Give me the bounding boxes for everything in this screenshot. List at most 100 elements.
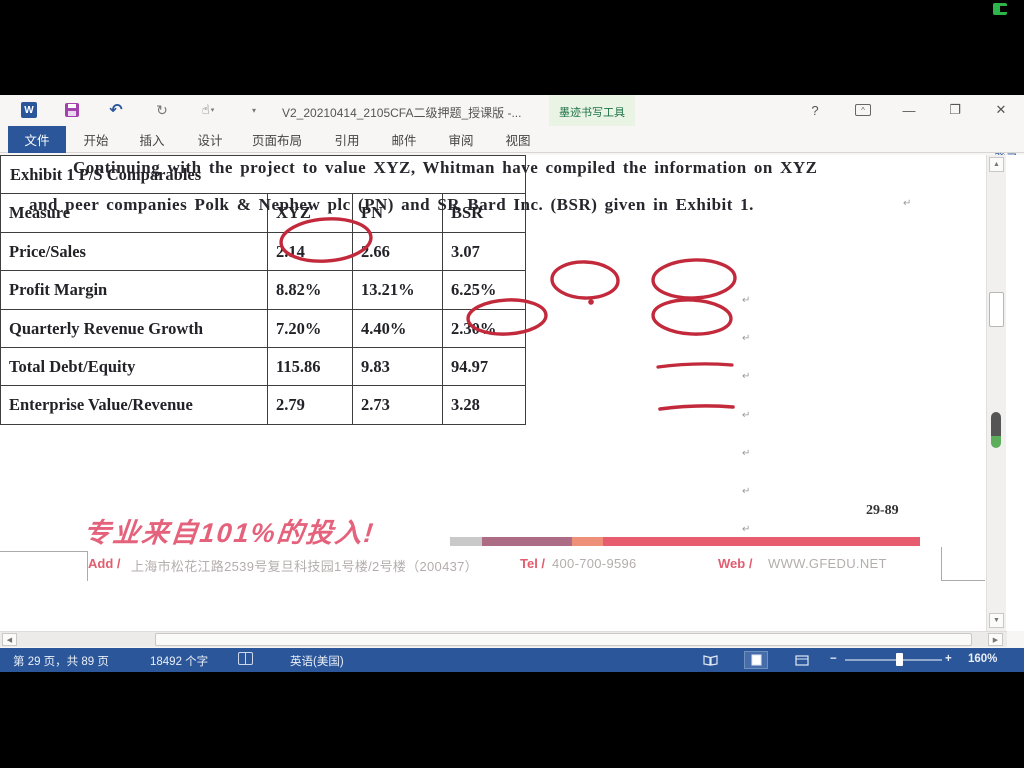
dropdown-icon: ▾ (210, 107, 215, 114)
row-end-mark: ↵ (742, 524, 751, 535)
table-cell[interactable]: 2.79 (268, 386, 353, 424)
table-cell[interactable]: 9.83 (353, 348, 443, 386)
redo-button[interactable]: ↻ (150, 99, 174, 121)
touch-ink-icon: ☝ (201, 102, 210, 117)
tab-home[interactable]: 开始 (83, 133, 109, 148)
exhibit-table: Exhibit 1 P/S Comparables Measure XYZ PN… (0, 155, 526, 425)
save-button[interactable] (60, 99, 84, 121)
row-end-mark: ↵ (742, 486, 751, 497)
help-icon: ? (811, 102, 819, 118)
undo-button[interactable]: ↶ (104, 99, 128, 121)
table-title[interactable]: Exhibit 1 P/S Comparables (1, 156, 525, 194)
document-title: V2_20210414_2105CFA二级押题_授课版 -... (282, 106, 522, 120)
footer-bar-segment (482, 537, 572, 546)
table-cell[interactable]: 3.28 (451, 395, 480, 414)
video-watermark-logo (993, 3, 1007, 15)
footer-bar-segment (603, 537, 920, 546)
title-bar: W ↶ ↻ ☝ ▾ ▾ V2_20210414_2105CFA二级押题_授课版 … (0, 95, 1024, 126)
table-cell[interactable]: 2.14 (268, 233, 353, 271)
table-cell[interactable]: Quarterly Revenue Growth (1, 310, 268, 348)
vertical-scroll-thumb[interactable] (989, 292, 1004, 327)
web-layout-view-button[interactable] (790, 651, 814, 669)
table-header-bsr[interactable]: BSR (443, 194, 525, 233)
table-cell[interactable]: Price/Sales (1, 233, 268, 271)
print-layout-view-button[interactable] (744, 651, 768, 669)
table-cell[interactable]: Profit Margin (1, 271, 268, 310)
tab-references[interactable]: 引用 (334, 133, 360, 148)
tab-file[interactable]: 文件 (8, 126, 66, 153)
scroll-right-button[interactable]: ▶ (988, 633, 1003, 646)
table-cell[interactable]: Total Debt/Equity (1, 348, 268, 386)
footer-slogan: 专业来自101%的投入! (82, 518, 377, 548)
paragraph-line-2[interactable]: and peer companies Polk & Nephew plc (PN… (29, 195, 754, 214)
table-cell[interactable]: 2.66 (353, 233, 443, 271)
zoom-out-button[interactable]: − (830, 653, 837, 665)
footer-tel: 400-700-9596 (552, 556, 637, 571)
paragraph-end-mark: ↵ (903, 198, 912, 209)
horizontal-scroll-thumb[interactable] (155, 633, 972, 646)
row-end-mark: ↵ (742, 410, 751, 421)
zoom-in-button[interactable]: + (945, 653, 952, 665)
close-button[interactable]: ✕ (986, 100, 1016, 120)
footer-web: WWW.GFEDU.NET (768, 556, 887, 571)
qat-customize-button[interactable]: ▾ (242, 99, 266, 121)
ribbon-display-options-button[interactable]: ^ (848, 100, 878, 120)
word-app-button[interactable]: W (17, 99, 41, 121)
zoom-level[interactable]: 160% (968, 653, 998, 665)
zoom-slider-thumb[interactable] (896, 653, 903, 666)
paragraph-line-1[interactable]: Continuing with the project to value XYZ… (73, 158, 818, 177)
textbox-boundary (941, 547, 985, 581)
tab-layout[interactable]: 页面布局 (251, 133, 302, 148)
table-cell[interactable]: 3.07 (443, 233, 525, 271)
row-end-mark: ↵ (742, 448, 751, 459)
zoom-slider-track[interactable] (845, 659, 942, 661)
redo-icon: ↻ (156, 101, 168, 118)
table-cell[interactable]: 8.82% (268, 271, 353, 310)
tab-mailings[interactable]: 邮件 (391, 133, 417, 148)
table-cell[interactable]: Enterprise Value/Revenue (1, 386, 268, 424)
close-icon: ✕ (995, 102, 1007, 117)
table-cell[interactable]: 2.30% (443, 310, 525, 348)
footer-web-label: Web / (718, 556, 753, 571)
tab-view[interactable]: 视图 (505, 133, 531, 148)
table-header-measure[interactable]: Measure (1, 194, 268, 233)
tab-design[interactable]: 设计 (197, 133, 223, 148)
document-page[interactable]: Continuing with the project to value XYZ… (0, 155, 1024, 631)
scroll-up-button[interactable]: ▲ (989, 157, 1004, 172)
tab-review[interactable]: 审阅 (448, 133, 474, 148)
down-arrow-icon: ▼ (993, 617, 1000, 624)
web-layout-icon (795, 654, 809, 666)
table-cell[interactable]: 13.21% (353, 271, 443, 310)
ribbon-display-icon: ^ (855, 104, 871, 116)
table-cell[interactable]: 7.20% (268, 310, 353, 348)
read-mode-view-button[interactable] (698, 651, 722, 669)
horizontal-scrollbar[interactable]: ◀ ▶ (0, 631, 1007, 647)
vertical-scrollbar[interactable]: ▲ ▼ (986, 155, 1006, 631)
scroll-down-button[interactable]: ▼ (989, 613, 1004, 628)
table-cell[interactable]: 115.86 (268, 348, 353, 386)
status-page-info[interactable]: 第 29 页，共 89 页 (13, 656, 109, 668)
dropdown-icon: ▾ (251, 105, 256, 115)
status-language[interactable]: 英语(美国) (290, 656, 344, 668)
left-arrow-icon: ◀ (6, 636, 13, 644)
footer-tel-label: Tel / (520, 556, 546, 571)
status-word-count[interactable]: 18492 个字 (150, 656, 209, 668)
proofing-status-icon[interactable] (238, 652, 253, 665)
table-cell[interactable]: 6.25% (443, 271, 525, 310)
status-bar: 第 29 页，共 89 页 18492 个字 英语(美国) (0, 648, 1024, 672)
textbox-boundary (0, 551, 88, 581)
ink-pen-scroll-marker (991, 412, 1001, 448)
table-cell[interactable]: 2.73 (353, 386, 443, 424)
help-button[interactable]: ? (800, 100, 830, 120)
restore-button[interactable]: ❐ (940, 100, 970, 120)
restore-icon: ❐ (949, 102, 961, 117)
table-cell[interactable]: 94.97 (443, 348, 525, 386)
minimize-button[interactable]: — (894, 100, 924, 120)
print-layout-icon (751, 654, 761, 666)
table-cell[interactable]: 4.40% (353, 310, 443, 348)
tab-insert[interactable]: 插入 (139, 133, 165, 148)
touch-ink-button[interactable]: ☝ ▾ (196, 99, 220, 121)
scroll-left-button[interactable]: ◀ (2, 633, 17, 646)
read-mode-icon (702, 654, 718, 666)
